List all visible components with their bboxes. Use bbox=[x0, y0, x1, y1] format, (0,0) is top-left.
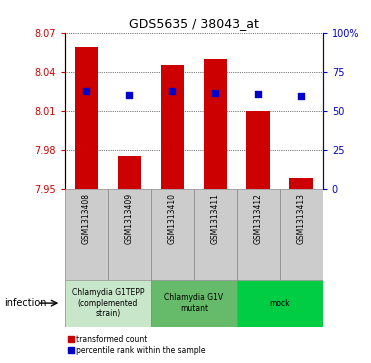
Bar bbox=[280, 189, 323, 280]
Bar bbox=[151, 189, 194, 280]
Title: GDS5635 / 38043_at: GDS5635 / 38043_at bbox=[129, 17, 259, 30]
Text: mock: mock bbox=[269, 299, 290, 307]
Bar bbox=[151, 280, 237, 327]
Bar bbox=[161, 65, 184, 189]
Bar bbox=[246, 111, 270, 189]
Text: Chlamydia G1V
mutant: Chlamydia G1V mutant bbox=[164, 293, 223, 313]
Text: GSM1313413: GSM1313413 bbox=[297, 193, 306, 244]
Text: GSM1313410: GSM1313410 bbox=[168, 193, 177, 244]
Text: GSM1313408: GSM1313408 bbox=[82, 193, 91, 244]
Bar bbox=[65, 189, 108, 280]
Point bbox=[255, 91, 261, 97]
Point bbox=[170, 88, 175, 94]
Point bbox=[83, 88, 89, 94]
Bar bbox=[289, 178, 313, 189]
Text: GSM1313412: GSM1313412 bbox=[254, 193, 263, 244]
Legend: transformed count, percentile rank within the sample: transformed count, percentile rank withi… bbox=[69, 335, 206, 355]
Bar bbox=[204, 59, 227, 189]
Bar bbox=[118, 156, 141, 189]
Text: infection: infection bbox=[4, 298, 46, 308]
Bar bbox=[108, 189, 151, 280]
Text: GSM1313411: GSM1313411 bbox=[211, 193, 220, 244]
Bar bbox=[75, 47, 98, 189]
Bar bbox=[194, 189, 237, 280]
Bar bbox=[237, 189, 280, 280]
Text: GSM1313409: GSM1313409 bbox=[125, 193, 134, 244]
Point bbox=[127, 92, 132, 98]
Bar bbox=[65, 280, 151, 327]
Bar bbox=[237, 280, 323, 327]
Point bbox=[212, 90, 218, 95]
Text: Chlamydia G1TEPP
(complemented
strain): Chlamydia G1TEPP (complemented strain) bbox=[72, 288, 144, 318]
Point bbox=[298, 94, 304, 99]
